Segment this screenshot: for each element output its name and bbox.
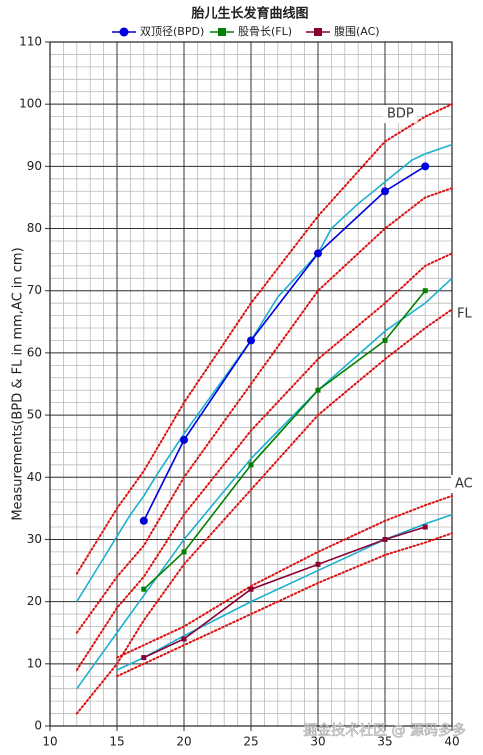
y-tick-label: 110 xyxy=(19,35,42,49)
point xyxy=(139,516,148,525)
point xyxy=(314,249,322,258)
point xyxy=(181,549,187,555)
point xyxy=(381,187,389,196)
y-tick-label: 90 xyxy=(27,159,42,173)
annotation: AC xyxy=(455,477,473,492)
legend-item: 双顶径(BPD) xyxy=(112,25,204,38)
x-tick-label: 20 xyxy=(176,735,191,749)
reference-curve xyxy=(76,277,453,690)
series-line xyxy=(143,290,426,590)
legend-item: 股骨长(FL) xyxy=(210,25,292,38)
y-tick-label: 10 xyxy=(27,656,42,670)
reference-curve xyxy=(116,532,453,678)
y-tick-label: 20 xyxy=(27,594,42,608)
reference-curve xyxy=(76,143,453,603)
y-tick-label: 30 xyxy=(27,532,42,546)
annotation-bg xyxy=(383,105,417,123)
y-axis-label: Measurements(BPD & FL in mm,AC in cm) xyxy=(11,247,26,520)
y-tick-label: 70 xyxy=(27,283,42,297)
point xyxy=(180,435,188,444)
x-tick-label: 15 xyxy=(109,735,124,749)
watermark: 掘金技术社区 @ 源码多多 xyxy=(303,722,466,739)
annotation-bg xyxy=(451,475,483,493)
legend-label: 双顶径(BPD) xyxy=(140,25,204,38)
legend-item: 腹围(AC) xyxy=(306,24,380,38)
reference-curve xyxy=(75,187,453,634)
reference-curve xyxy=(75,308,453,715)
point xyxy=(248,462,254,468)
x-tick-label: 35 xyxy=(377,735,392,749)
x-tick-label: 25 xyxy=(243,735,258,749)
point xyxy=(382,536,388,542)
x-tick-label: 30 xyxy=(310,735,325,749)
chart-title: 胎儿生长发育曲线图 xyxy=(191,6,308,22)
series-line xyxy=(143,526,426,659)
point xyxy=(141,586,147,592)
x-tick-label: 40 xyxy=(444,735,459,749)
y-tick-label: 80 xyxy=(27,221,42,235)
legend-label: 腹围(AC) xyxy=(334,24,380,38)
point xyxy=(382,337,388,343)
point xyxy=(181,636,187,642)
y-tick-label: 100 xyxy=(19,97,42,111)
point xyxy=(247,336,255,345)
reference-curve xyxy=(75,252,453,672)
reference-curve xyxy=(116,494,453,659)
point xyxy=(315,387,321,393)
point xyxy=(422,288,428,294)
annotation: BDP xyxy=(387,107,414,122)
series-line xyxy=(143,165,426,522)
plot-frame xyxy=(49,41,453,727)
point xyxy=(315,561,321,567)
point xyxy=(421,162,430,171)
point xyxy=(141,655,147,661)
legend-marker xyxy=(218,28,226,36)
point xyxy=(422,524,428,530)
legend-marker xyxy=(119,27,129,37)
y-tick-label: 40 xyxy=(27,470,42,484)
y-tick-label: 60 xyxy=(27,345,42,359)
annotation-bg xyxy=(453,305,475,323)
annotation: FL xyxy=(457,307,472,322)
y-tick-label: 0 xyxy=(34,719,42,733)
legend-label: 股骨长(FL) xyxy=(238,25,292,38)
legend-marker xyxy=(314,28,322,36)
x-tick-label: 10 xyxy=(42,735,57,749)
point xyxy=(248,586,254,592)
reference-curve xyxy=(75,103,453,575)
y-tick-label: 50 xyxy=(27,408,42,422)
